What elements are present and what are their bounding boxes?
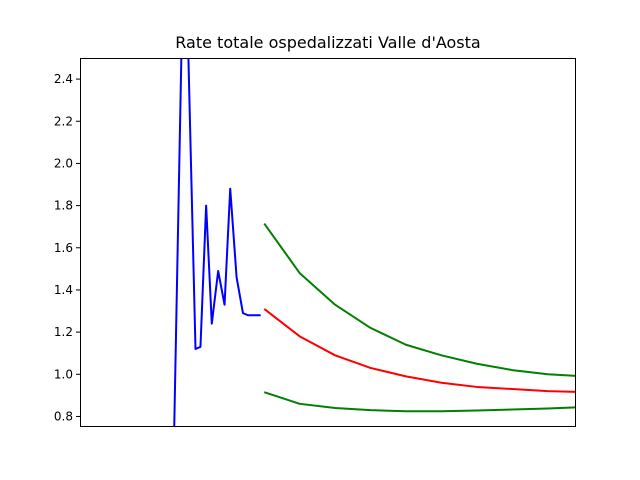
y-tick-label: 1.8 xyxy=(54,199,73,213)
y-tick-label: 1.4 xyxy=(54,283,73,297)
y-axis: 0.8 1.0 1.2 1.4 1.6 1.8 2.0 2.2 2.4 xyxy=(54,72,80,423)
series-line-2 xyxy=(263,222,576,377)
y-tick-label: 2.2 xyxy=(54,114,73,128)
y-tick-label: 1.2 xyxy=(54,325,73,339)
y-tick-label: 1.0 xyxy=(54,367,73,381)
y-tick-label: 2.0 xyxy=(54,156,73,170)
series-line-3 xyxy=(263,308,576,393)
y-tick-label: 1.6 xyxy=(54,241,73,255)
chart-title: Rate totale ospedalizzati Valle d'Aosta xyxy=(175,33,480,52)
series-line-4 xyxy=(263,391,576,413)
y-tick-label: 0.8 xyxy=(54,409,73,423)
series-line-1 xyxy=(173,58,261,427)
plot-frame xyxy=(80,58,576,427)
y-tick-label: 2.4 xyxy=(54,72,73,86)
series-layer xyxy=(173,58,576,427)
